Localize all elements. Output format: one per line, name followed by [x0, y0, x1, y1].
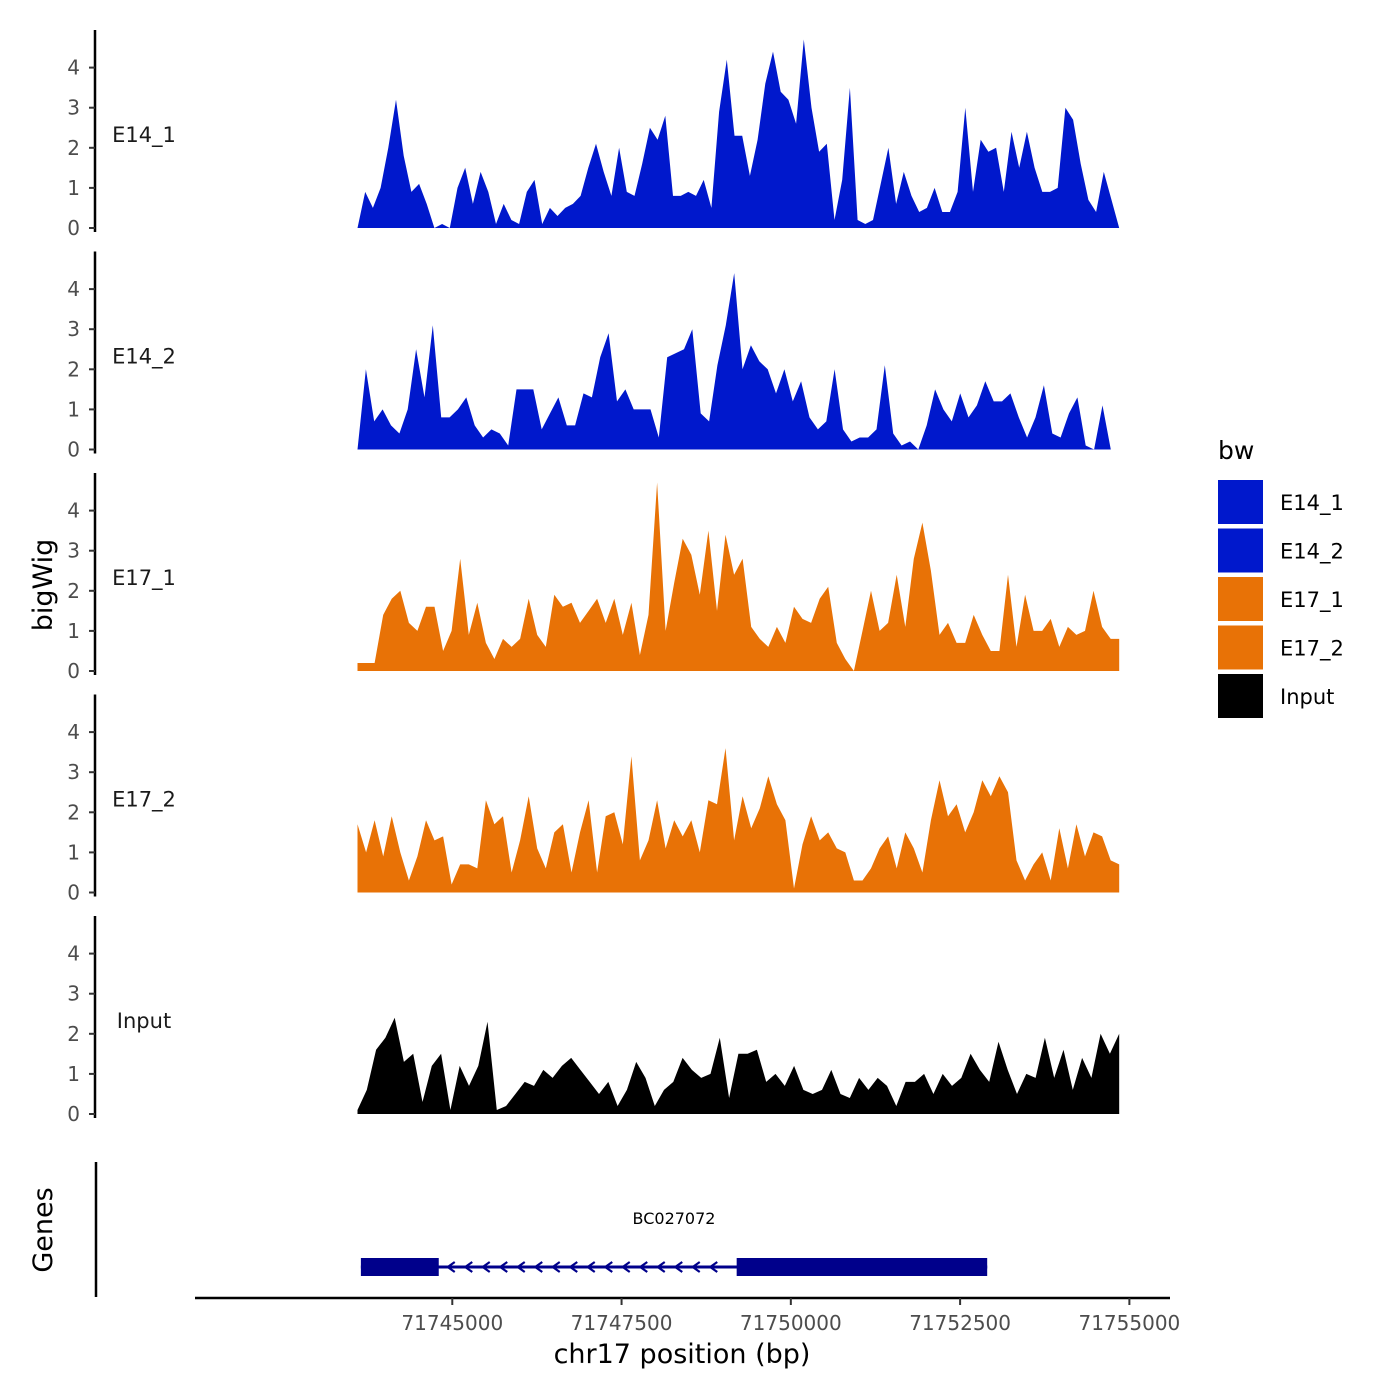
signal-area-Input: [357, 1017, 1120, 1114]
x-tick-label: 71755000: [1078, 1311, 1180, 1335]
y-tick-label: 3: [67, 317, 80, 341]
y-tick-label: 0: [67, 438, 80, 462]
y-axis-title: bigWig: [28, 539, 59, 632]
y-tick-label: 2: [67, 800, 80, 824]
y-tick-label: 0: [67, 1102, 80, 1126]
track-label: Input: [117, 1009, 171, 1033]
x-axis-title: chr17 position (bp): [554, 1339, 811, 1370]
strand-arrow: [550, 1261, 561, 1273]
y-tick-label: 1: [67, 176, 80, 200]
x-tick-label: 71747500: [571, 1311, 673, 1335]
gene-exon: [736, 1258, 988, 1276]
legend-title: bw: [1218, 436, 1254, 465]
legend-swatch: [1218, 528, 1263, 573]
signal-area-E14_1: [357, 39, 1120, 228]
legend-label: E17_2: [1280, 637, 1344, 662]
signal-area-E17_2: [357, 748, 1120, 893]
y-tick-label: 4: [67, 942, 80, 966]
legend-label: E14_2: [1280, 540, 1344, 565]
strand-arrow: [673, 1261, 683, 1273]
x-axis: 71745000 71747500 71750000 71752500 71755000: [195, 1296, 1180, 1335]
track-label: E17_2: [112, 788, 176, 813]
y-tick-label: 2: [67, 136, 80, 160]
gene-name-label: BC027072: [633, 1209, 716, 1228]
signal-area-E14_2: [357, 273, 1120, 450]
y-tick-label: 0: [67, 881, 80, 905]
y-tick-label: 1: [67, 1062, 80, 1086]
strand-arrow: [690, 1261, 701, 1273]
legend: bw E14_1 E14_2 E17_1 E17_2 Input: [1218, 436, 1344, 718]
y-tick-label: 0: [67, 216, 80, 240]
strand-arrow: [445, 1261, 456, 1273]
track-E17_2: 0 1 2 3 4 E17_2: [67, 694, 1120, 905]
y-tick-label: 3: [67, 539, 80, 563]
x-tick-label: 71750000: [740, 1311, 842, 1335]
legend-swatch: [1218, 577, 1263, 621]
track-Input: 0 1 2 3 4 Input: [67, 916, 1120, 1126]
strand-arrow: [533, 1261, 543, 1273]
genes-panel: BC027072: [94, 1162, 988, 1297]
legend-label: E14_1: [1280, 491, 1344, 516]
legend-swatch: [1218, 674, 1263, 718]
y-tick-label: 3: [67, 96, 80, 120]
track-label: E17_1: [112, 566, 176, 591]
x-tick-label: 71745000: [401, 1311, 503, 1335]
strand-arrow: [568, 1261, 578, 1273]
bigwig-tracks: 0 1 2 3 4 E14_1 0 1 2 3 4 E14_2 0 1 2 3 4 E17_1 0 1 2 3 4 E17_2…: [67, 30, 1120, 1126]
genes-panel-title: Genes: [28, 1187, 59, 1272]
legend-label: E17_1: [1280, 588, 1344, 613]
y-tick-label: 4: [67, 720, 80, 744]
y-tick-label: 2: [67, 1022, 80, 1046]
track-E14_1: 0 1 2 3 4 E14_1: [67, 30, 1120, 240]
x-tick-label: 71752500: [909, 1311, 1011, 1335]
y-tick-label: 2: [67, 579, 80, 603]
y-tick-label: 4: [67, 499, 80, 523]
strand-arrow: [498, 1261, 508, 1273]
y-tick-label: 2: [67, 357, 80, 381]
legend-swatch: [1218, 625, 1263, 670]
y-tick-label: 1: [67, 619, 80, 643]
gene-exon: [360, 1258, 439, 1276]
track-label: E14_1: [112, 123, 176, 148]
y-tick-label: 4: [67, 277, 80, 301]
signal-area-E17_1: [357, 482, 1120, 671]
y-tick-label: 4: [67, 56, 80, 80]
strand-arrow: [708, 1261, 718, 1273]
strand-arrow: [655, 1261, 666, 1273]
track-label: E14_2: [112, 345, 176, 370]
strand-arrow: [463, 1261, 473, 1273]
strand-arrow: [585, 1261, 596, 1273]
y-tick-label: 3: [67, 982, 80, 1006]
track-E17_1: 0 1 2 3 4 E17_1: [67, 473, 1120, 683]
strand-arrow: [515, 1261, 526, 1273]
y-tick-label: 1: [67, 397, 80, 421]
legend-label: Input: [1280, 685, 1334, 709]
y-tick-label: 1: [67, 840, 80, 864]
legend-swatch: [1218, 480, 1263, 524]
strand-arrow: [480, 1261, 491, 1273]
y-tick-label: 0: [67, 659, 80, 683]
strand-arrow: [620, 1261, 631, 1273]
track-E14_2: 0 1 2 3 4 E14_2: [67, 251, 1120, 462]
strand-arrow: [638, 1261, 648, 1273]
strand-arrow: [603, 1261, 613, 1273]
y-tick-label: 3: [67, 760, 80, 784]
